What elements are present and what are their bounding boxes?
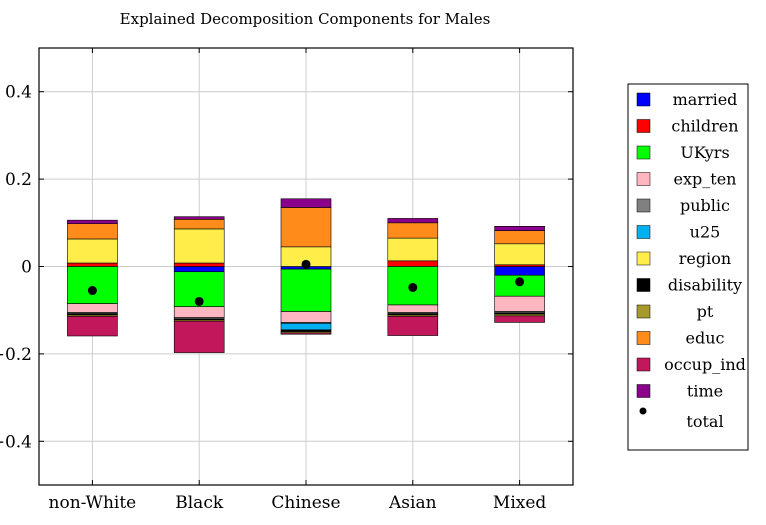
x-tick-label-black: Black [175,493,224,513]
legend-swatch-u25 [636,225,651,239]
bar-segment-educ-asian [387,222,439,239]
bar-segment-time-non-white [67,219,118,224]
bar-segment-married-mixed [494,266,545,276]
x-tick-label-chinese: Chinese [271,493,340,513]
bar-segment-region-mixed [494,243,545,266]
bar-segment-region-non-white [67,238,118,264]
bar-segment-educ-black [173,219,225,230]
bar-segment-exp-ten-mixed [494,295,545,312]
bar-segment-time-black [173,216,225,220]
legend-label-educ: educ [686,329,725,348]
chart-title: Explained Decomposition Components for M… [120,10,491,28]
x-tick-label-mixed: Mixed [493,493,546,513]
bar-segment-occup-ind-non-white [67,316,118,337]
y-tick-label: 0.4 [5,83,32,103]
legend-label-ukyrs: UKyrs [680,143,729,162]
legend-swatch-exp-ten [636,172,651,186]
bar-segment-married-black [173,266,225,273]
legend-label-public: public [680,196,730,215]
y-tick-label: −0.4 [0,432,32,452]
bar-segment-educ-non-white [67,223,118,240]
legend-swatch-children [636,119,651,133]
legend-label-region: region [679,249,731,268]
legend-swatch-educ [636,331,651,345]
y-tick-label: 0 [21,258,32,278]
legend-label-exp-ten: exp_ten [674,170,737,189]
bar-segment-children-non-white [67,262,118,267]
legend-swatch-disability [636,278,651,292]
legend-label-disability: disability [668,276,742,295]
x-tick-label-non-white: non-White [49,493,137,513]
legend-label-time: time [687,382,723,401]
bar-segment-occup-ind-asian [387,316,439,336]
total-point-black [194,296,204,306]
legend-label-u25: u25 [690,223,721,242]
bar-segment-educ-chinese [280,207,332,248]
bar-segment-time-chinese [280,198,332,208]
legend-swatch-time [636,384,651,398]
y-tick-label: −0.2 [0,345,32,365]
bars-layer [67,198,545,353]
bar-segment-exp-ten-asian [387,304,439,313]
bar-segment-ukyrs-chinese [280,268,332,312]
bar-segment-time-asian [387,218,439,224]
bar-segment-region-black [173,228,225,264]
legend-label-total: total [686,412,723,431]
legend-swatch-occup-ind [636,357,651,372]
bar-segment-u25-chinese [280,323,332,331]
legend-label-pt: pt [697,302,714,321]
legend-swatch-public [636,198,651,213]
total-point-mixed [515,277,525,287]
legend-label-children: children [671,117,738,136]
bar-segment-occup-ind-mixed [494,315,545,323]
bar-segment-exp-ten-black [173,306,225,318]
bar-segment-occup-ind-chinese [280,332,332,335]
bar-segment-children-asian [387,260,439,267]
legend-swatch-ukyrs [636,145,651,160]
x-tick-label-asian: Asian [388,493,437,513]
bar-segment-exp-ten-chinese [280,311,332,323]
total-point-chinese [301,259,311,269]
legend-label-married: married [673,90,738,109]
bar-segment-occup-ind-black [173,320,225,353]
bar-segment-children-black [173,262,225,267]
bar-segment-ukyrs-non-white [67,266,118,304]
axes-layer: −0.4 −0.2 0 0.2 0.4 non-White Black Chinese Asia… [0,47,574,513]
bar-segment-educ-mixed [494,230,545,245]
legend-swatch-married [636,92,651,107]
y-tick-label: 0.2 [5,170,32,190]
total-point-asian [408,282,418,292]
legend-swatch-pt [636,304,651,319]
plot-frame [38,47,574,486]
legend-swatch-total [639,407,647,415]
legend-swatch-region [636,251,651,266]
total-point-non-white [87,286,97,296]
bar-segment-exp-ten-non-white [67,303,118,313]
legend-label-occup-ind: occup_ind [664,355,746,374]
bar-segment-time-mixed [494,225,545,231]
bar-segment-region-asian [387,237,439,262]
